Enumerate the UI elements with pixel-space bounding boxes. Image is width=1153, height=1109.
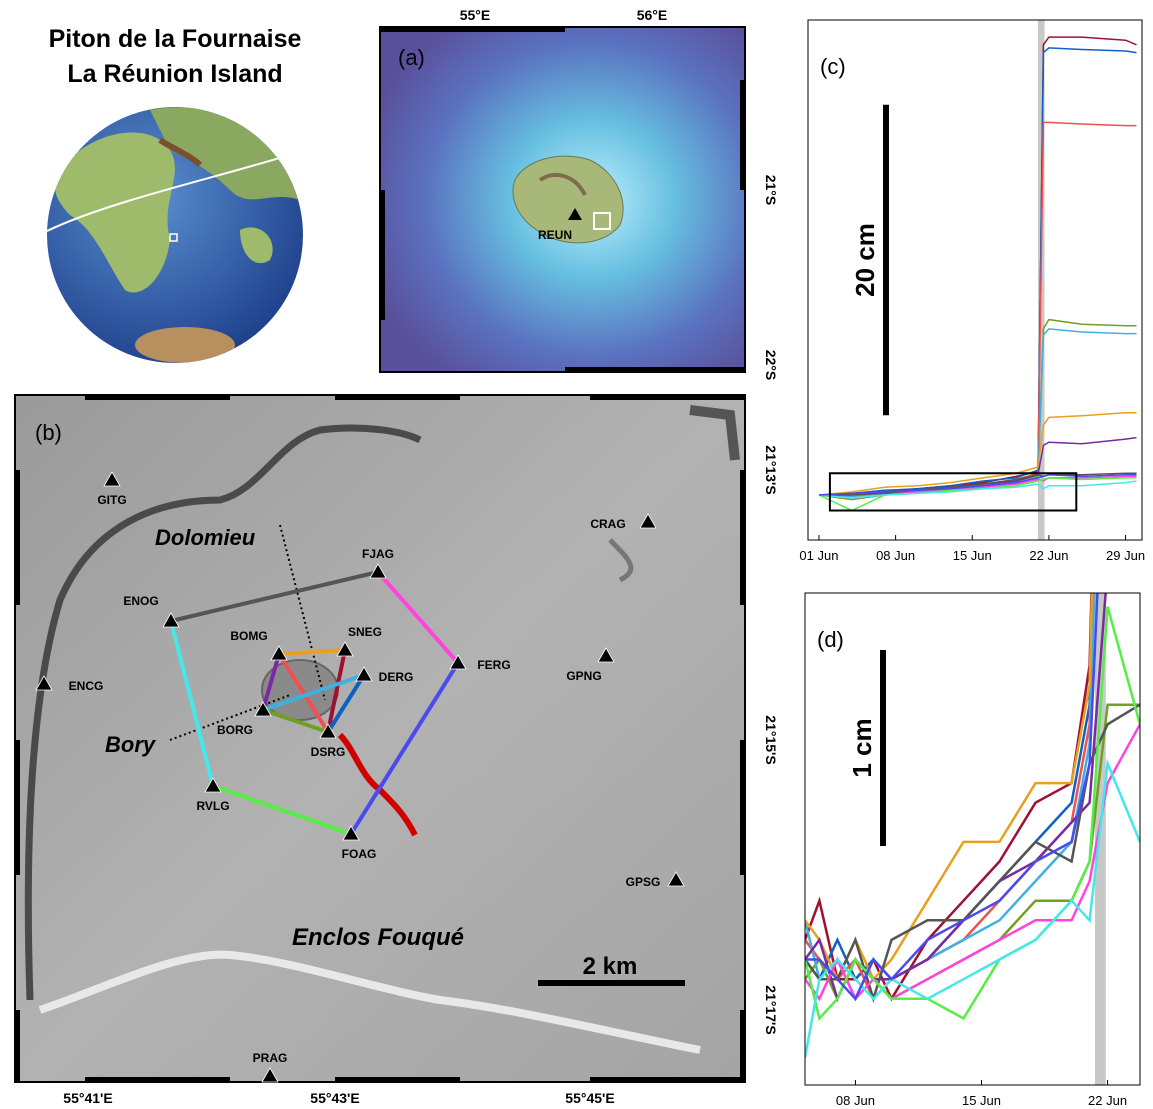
place-label: Enclos Fouqué <box>292 924 464 951</box>
station-label: RVLG <box>196 799 229 813</box>
y-tick-label: 21°15'S <box>763 715 779 764</box>
x-tick-label: 08 Jun <box>876 548 915 563</box>
station-label: GPSG <box>626 875 661 889</box>
station-label: DSRG <box>311 745 346 759</box>
station-label: REUN <box>538 228 572 242</box>
title-line: Piton de la Fournaise <box>49 25 302 53</box>
station-label: ENCG <box>69 679 104 693</box>
station-label: SNEG <box>348 625 382 639</box>
station-label: BOMG <box>230 629 267 643</box>
station-label: DERG <box>379 670 414 684</box>
plot-area <box>805 0 1140 1085</box>
figure: Piton de la Fournaise La Réunion Island … <box>0 0 1153 1109</box>
panel-b: Dolomieu Bory Enclos Fouqué 2 km (b) 55°… <box>15 395 779 1106</box>
panel-label: (b) <box>35 420 62 445</box>
scale-label: 1 cm <box>847 718 877 777</box>
x-tick-label: 56°E <box>637 7 668 23</box>
station-label: FJAG <box>362 547 394 561</box>
globe <box>45 107 305 363</box>
station-label: GPNG <box>566 669 601 683</box>
y-tick-label: 22°S <box>763 350 779 381</box>
panel-label: (a) <box>398 45 425 70</box>
x-tick-label: 08 Jun <box>836 1093 875 1108</box>
x-tick-label: 55°45'E <box>565 1090 614 1106</box>
scale-label: 20 cm <box>850 223 880 297</box>
panel-label: (c) <box>820 54 846 79</box>
y-tick-label: 21°13'S <box>763 445 779 494</box>
station-label: ENOG <box>123 594 158 608</box>
x-tick-label: 15 Jun <box>962 1093 1001 1108</box>
x-tick-label: 55°E <box>460 7 491 23</box>
y-tick-label: 21°S <box>763 175 779 206</box>
place-label: Bory <box>105 732 157 757</box>
x-tick-label: 55°41'E <box>63 1090 112 1106</box>
scale-label: 2 km <box>583 953 638 980</box>
x-tick-label: 55°43'E <box>310 1090 359 1106</box>
panel-label: (d) <box>817 627 844 652</box>
x-tick-label: 22 Jun <box>1088 1093 1127 1108</box>
panel-a: REUN (a) 55°E 56°E 21°S 22°S <box>380 7 779 380</box>
place-label: Dolomieu <box>155 525 256 550</box>
x-tick-label: 15 Jun <box>953 548 992 563</box>
station-label: CRAG <box>590 517 625 531</box>
station-label: PRAG <box>253 1051 288 1065</box>
series-line <box>819 122 1137 495</box>
station-label: BORG <box>217 723 253 737</box>
station-label: FERG <box>477 658 510 672</box>
station-label: FOAG <box>342 847 377 861</box>
x-tick-label: 29 Jun <box>1106 548 1145 563</box>
title-line: La Réunion Island <box>67 60 282 88</box>
series-line <box>819 329 1137 497</box>
x-tick-label: 22 Jun <box>1029 548 1068 563</box>
x-tick-label: 01 Jun <box>799 548 838 563</box>
station-label: GITG <box>97 493 126 507</box>
y-tick-label: 21°17'S <box>763 985 779 1034</box>
